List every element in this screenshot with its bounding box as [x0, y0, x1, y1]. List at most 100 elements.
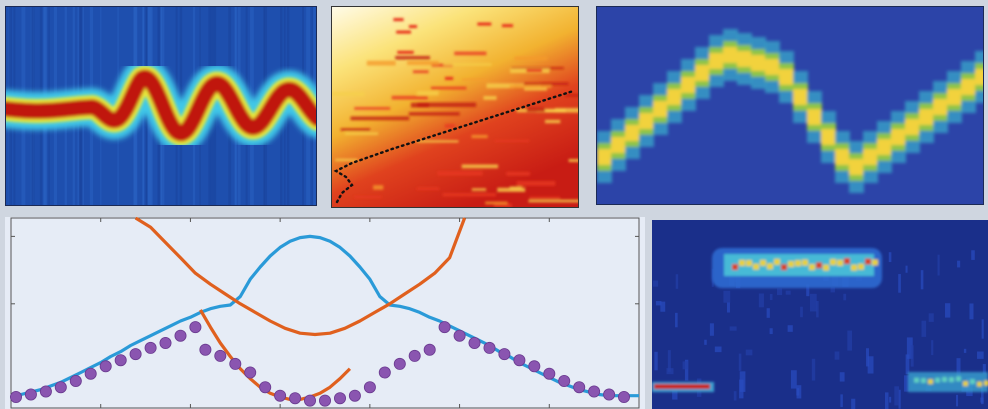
band-cell-core	[793, 89, 808, 105]
hot-streak	[511, 67, 564, 70]
feature-core	[837, 259, 843, 266]
noise-cell	[851, 398, 856, 409]
noise-cell	[806, 284, 810, 297]
noise-cell	[957, 260, 961, 268]
feature-core	[795, 260, 801, 267]
feature-core	[732, 264, 738, 271]
data-point	[618, 390, 631, 403]
hot-streak	[509, 84, 552, 89]
noise-cell	[738, 353, 742, 371]
feature-core	[746, 260, 752, 267]
chart-svg	[5, 217, 645, 409]
feature-bottom-right-core	[984, 380, 988, 386]
feature-bottom-right-core	[963, 381, 968, 387]
band-cell-core	[961, 79, 976, 95]
noise-cell	[830, 287, 835, 293]
feature-core	[865, 258, 871, 265]
data-point	[69, 374, 82, 387]
feature-core	[809, 264, 815, 271]
data-point	[39, 385, 52, 398]
band-cell-core	[779, 69, 794, 85]
data-point	[513, 354, 526, 367]
data-point	[543, 367, 556, 380]
data-point	[10, 390, 22, 403]
hot-streak	[354, 107, 391, 110]
noise-cell	[675, 274, 679, 289]
hot-streak	[506, 171, 530, 176]
band-cell-core	[681, 77, 696, 93]
hot-streak	[477, 22, 492, 26]
noise-cell	[723, 290, 731, 303]
data-point	[174, 329, 187, 342]
hot-streak	[526, 107, 546, 112]
hot-streak	[461, 78, 488, 81]
data-point	[274, 389, 287, 402]
noise-cell	[800, 306, 803, 318]
data-point	[438, 321, 451, 334]
band-cell-core	[905, 119, 920, 135]
hot-streak	[416, 91, 439, 96]
data-point	[408, 349, 421, 362]
hot-streak	[526, 69, 543, 73]
noise-cell	[866, 348, 869, 367]
hot-streak	[408, 112, 460, 116]
feature-bottom-right-core	[942, 376, 947, 382]
data-point	[423, 343, 436, 356]
heatmap-1-band	[6, 65, 316, 146]
band-cell-core	[821, 129, 836, 145]
noise-cell	[811, 358, 816, 381]
heatmap-3-band	[597, 29, 983, 193]
band-cell-core	[947, 89, 962, 105]
data-point	[289, 392, 302, 405]
hot-streak	[335, 158, 358, 162]
noise-cell	[714, 346, 722, 353]
heatmap-2-streaks	[332, 18, 578, 207]
noise-cell	[937, 254, 940, 276]
heatmap-panel-3	[596, 6, 984, 205]
data-point	[229, 357, 242, 370]
noise-cell	[769, 293, 773, 301]
hot-streak	[461, 164, 499, 169]
heatmap-1-svg	[6, 7, 316, 205]
noise-cell	[905, 265, 908, 273]
noise-cell	[905, 354, 910, 375]
band-cell-core	[639, 113, 654, 129]
feature-core	[753, 263, 759, 270]
noise-cell	[839, 372, 845, 382]
hot-streak	[483, 95, 497, 100]
noise-cell	[745, 349, 753, 356]
heatmap-5-features	[652, 248, 988, 392]
noise-cell	[847, 330, 853, 351]
data-point	[498, 348, 511, 361]
hot-streak	[514, 56, 548, 61]
noise-cell	[928, 313, 934, 322]
noise-cell	[834, 351, 840, 360]
hot-streak	[416, 140, 459, 143]
hot-streak	[350, 116, 410, 121]
hot-streak	[536, 109, 556, 113]
feature-core	[760, 259, 766, 266]
band-cell-core	[807, 109, 822, 125]
data-point	[114, 354, 127, 367]
hot-streak	[407, 60, 439, 65]
hot-streak	[344, 132, 379, 135]
heatmap-5-svg	[652, 220, 988, 409]
noise-cell	[739, 371, 746, 392]
feature-core	[767, 263, 773, 270]
series-markers	[10, 321, 631, 407]
hot-streak	[373, 185, 384, 190]
feature-bottom-right-core	[935, 377, 940, 383]
noise-cell	[809, 293, 817, 312]
noise-cell	[682, 361, 689, 370]
hot-streak	[391, 95, 428, 100]
data-point	[24, 388, 37, 401]
noise-cell	[660, 301, 666, 312]
noise-cell	[729, 326, 737, 331]
hot-streak	[442, 193, 496, 197]
hot-streak	[445, 76, 454, 80]
noise-cell	[840, 394, 843, 408]
data-point	[483, 341, 496, 354]
noise-cell	[910, 345, 914, 367]
feature-core	[788, 261, 794, 268]
feature-core	[858, 263, 864, 270]
